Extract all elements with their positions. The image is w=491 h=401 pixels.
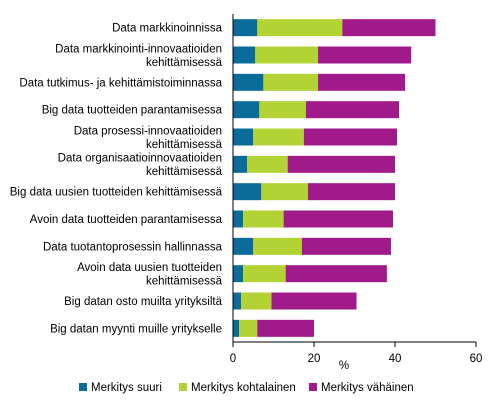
category-label: Data organisaatioinnovaatioiden kehittämi… xyxy=(58,153,223,179)
x-tick-label: 60 xyxy=(470,353,483,365)
bar-segment-3-cat-11 xyxy=(271,292,357,310)
bar-segment-3-cat-2 xyxy=(318,46,412,64)
category-label: Data prosessi-innovaatioiden kehittämises… xyxy=(74,125,223,151)
bar-segment-3-cat-6 xyxy=(287,155,395,173)
category-label: Data markkinoinnissa xyxy=(112,23,223,35)
bar-segment-2-cat-8 xyxy=(243,210,284,228)
category-label: Data tutkimus- ja kehittämistoiminnassa xyxy=(19,77,222,89)
bar-segment-2-cat-9 xyxy=(253,237,302,255)
bar-segment-1-cat-10 xyxy=(233,265,244,283)
legend-swatch xyxy=(179,383,187,391)
category-labels: Data markkinoinnissa Data markkinointi-in… xyxy=(10,23,223,336)
bar-segment-3-cat-4 xyxy=(305,101,400,119)
bar-segment-1-cat-5 xyxy=(233,128,254,146)
bar-segment-3-cat-8 xyxy=(283,210,393,228)
legend-label: Merkitys vähäinen xyxy=(321,382,414,394)
category-label: Data markkinointi-innovaatioiden kehittäm… xyxy=(55,43,222,69)
bar-segment-1-cat-4 xyxy=(233,101,260,119)
x-axis-ticks: 0 20 40 60 xyxy=(230,342,483,365)
legend-swatch xyxy=(79,383,87,391)
x-tick-label: 20 xyxy=(308,353,321,365)
bar-segment-1-cat-3 xyxy=(233,73,264,91)
bar-segment-1-cat-11 xyxy=(233,292,242,310)
category-label: Big data uusien tuotteiden kehittämisess… xyxy=(10,187,223,199)
bar-segment-1-cat-9 xyxy=(233,237,254,255)
bar-segment-2-cat-3 xyxy=(263,73,319,91)
bar-segment-2-cat-6 xyxy=(247,155,288,173)
bar-segment-2-cat-12 xyxy=(239,319,258,337)
bar-segment-1-cat-2 xyxy=(233,46,256,64)
bar-segment-1-cat-1 xyxy=(233,19,258,37)
bar-segment-3-cat-7 xyxy=(307,183,395,201)
category-label: Big data tuotteiden parantamisessa xyxy=(42,105,223,117)
x-tick-label: 40 xyxy=(389,353,402,365)
bar-segment-3-cat-5 xyxy=(303,128,398,146)
bar-segment-2-cat-7 xyxy=(261,183,308,201)
bar-segment-1-cat-8 xyxy=(233,210,244,228)
bar-segment-3-cat-3 xyxy=(318,73,406,91)
bar-segment-1-cat-6 xyxy=(233,155,248,173)
bar-segment-3-cat-9 xyxy=(301,237,391,255)
x-tick-label: 0 xyxy=(230,353,236,365)
bar-segment-2-cat-4 xyxy=(259,101,306,119)
bar-segment-2-cat-1 xyxy=(257,19,343,37)
bars-group xyxy=(233,19,436,337)
x-axis-title: % xyxy=(339,360,349,372)
bar-segment-2-cat-10 xyxy=(243,265,286,283)
bar-segment-1-cat-7 xyxy=(233,183,262,201)
bar-segment-1-cat-12 xyxy=(233,319,240,337)
bar-segment-2-cat-11 xyxy=(241,292,272,310)
category-label: Data tuotantoprosessin hallinnassa xyxy=(43,241,223,253)
category-label: Big datan myynti muille yritykselle xyxy=(50,323,222,335)
legend: Merkitys suuri Merkitys kohtalainen Merkit… xyxy=(79,382,414,394)
bar-segment-2-cat-5 xyxy=(253,128,304,146)
category-label: Big datan osto muilta yrityksiltä xyxy=(64,296,222,308)
bar-segment-3-cat-10 xyxy=(285,265,387,283)
category-label: Avoin data tuotteiden parantamisessa xyxy=(30,214,223,226)
category-label: Avoin data uusien tuotteiden kehittämises… xyxy=(77,262,223,288)
bar-segment-3-cat-12 xyxy=(257,319,314,337)
bar-segment-2-cat-2 xyxy=(255,46,319,64)
legend-label: Merkitys kohtalainen xyxy=(191,382,296,394)
legend-swatch xyxy=(309,383,317,391)
legend-label: Merkitys suuri xyxy=(91,382,162,394)
bar-segment-3-cat-1 xyxy=(342,19,436,37)
